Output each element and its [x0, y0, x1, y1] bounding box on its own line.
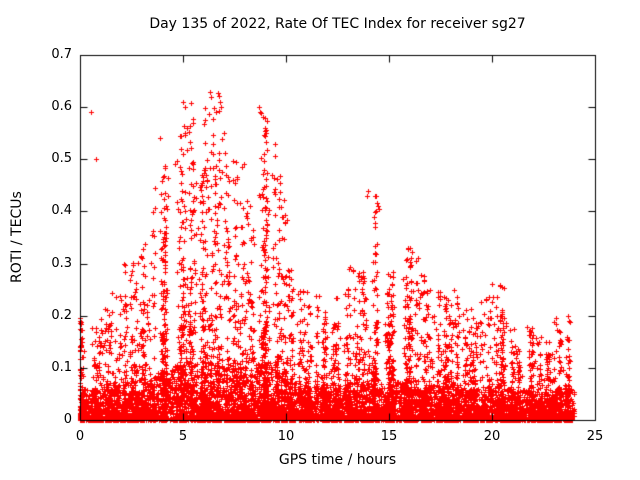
y-tick-label: 0.2	[51, 307, 72, 323]
x-tick-label: 20	[483, 429, 501, 444]
x-tick-label: 15	[380, 429, 398, 444]
chart-title: Day 135 of 2022, Rate Of TEC Index for r…	[149, 16, 526, 32]
y-tick-label: 0.4	[51, 203, 72, 219]
x-tick-label: 0	[75, 429, 85, 444]
y-tick-label: 0	[63, 412, 72, 427]
y-tick-label: 0.7	[51, 47, 72, 62]
x-tick-label: 5	[178, 429, 188, 444]
x-axis-label: GPS time / hours	[278, 452, 397, 468]
y-tick-label: 0.5	[51, 151, 72, 167]
x-tick-label: 25	[586, 429, 604, 444]
x-tick-label: 10	[277, 429, 295, 444]
y-tick-label: 0.6	[51, 99, 72, 115]
y-tick-label: 0.1	[51, 359, 72, 375]
y-tick-label: 0.3	[51, 255, 72, 271]
y-axis-label: ROTI / TECUs	[9, 191, 25, 284]
